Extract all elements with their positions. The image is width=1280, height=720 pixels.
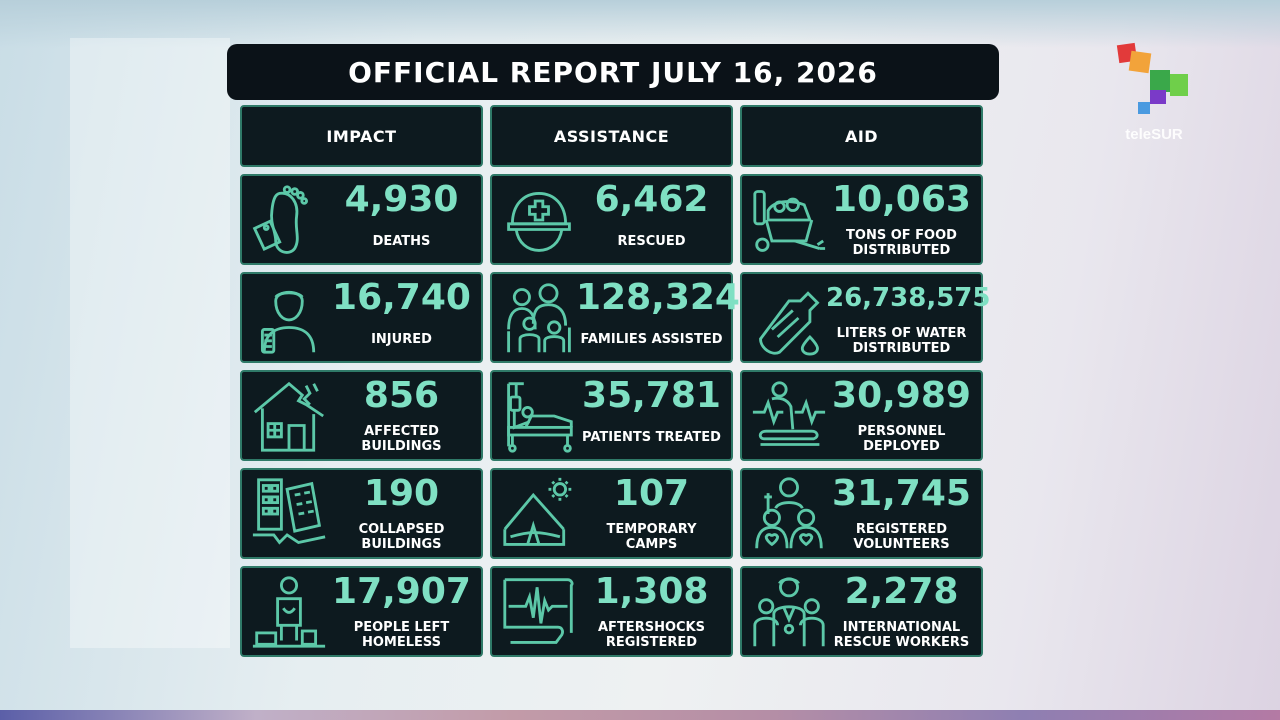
food-basket-icon (750, 182, 828, 258)
bottom-color-bar (0, 710, 1280, 720)
stat-label: INTERNATIONAL RESCUE WORKERS (833, 620, 970, 650)
stat-value: 2,278 (844, 571, 959, 612)
tent-icon (500, 476, 578, 552)
stat-value: 190 (363, 473, 440, 514)
homeless-person-icon (250, 574, 328, 650)
stat-value: 4,930 (344, 179, 459, 220)
stat-value: 107 (613, 473, 690, 514)
stat-value: 17,907 (332, 571, 471, 612)
column-header-impact: IMPACT (240, 105, 483, 167)
stat-label: AFFECTED BUILDINGS (361, 424, 442, 454)
stat-card-affected-buildings: 856 AFFECTED BUILDINGS (240, 370, 483, 461)
telesur-logo (1112, 40, 1196, 146)
stat-value: 16,740 (332, 277, 471, 318)
stat-label: PERSONNEL DEPLOYED (857, 424, 946, 454)
stat-label: RESCUED (617, 234, 686, 249)
stat-label: TEMPORARY CAMPS (606, 522, 697, 552)
stat-card-water: 26,738,575 LITERS OF WATER DISTRIBUTED (740, 272, 991, 363)
stat-value: 26,738,575 (826, 283, 991, 313)
stat-label: REGISTERED VOLUNTEERS (853, 522, 950, 552)
background-panel (70, 38, 230, 648)
stat-card-patients: 35,781 PATIENTS TREATED (490, 370, 733, 461)
stat-value: 10,063 (832, 179, 971, 220)
column-header-assistance: ASSISTANCE (490, 105, 733, 167)
stat-value: 30,989 (832, 375, 971, 416)
stat-label: PATIENTS TREATED (582, 430, 721, 445)
stat-card-rescue-workers: 2,278 INTERNATIONAL RESCUE WORKERS (740, 566, 983, 657)
stat-label: DEATHS (372, 234, 431, 249)
stat-card-personnel: 30,989 PERSONNEL DEPLOYED (740, 370, 983, 461)
report-title-bar: OFFICIAL REPORT JULY 16, 2026 (227, 44, 999, 100)
stat-value: 128,324 (576, 277, 740, 318)
column-header-label: ASSISTANCE (553, 126, 670, 146)
stat-label: PEOPLE LEFT HOMELESS (353, 620, 450, 650)
stat-card-aftershocks: 1,308 AFTERSHOCKS REGISTERED (490, 566, 733, 657)
stat-value: 35,781 (582, 375, 721, 416)
stat-card-deaths: 4,930 DEATHS (240, 174, 483, 265)
stat-label: COLLAPSED BUILDINGS (358, 522, 445, 552)
damaged-house-icon (250, 378, 328, 454)
footprint-tag-icon (250, 182, 328, 258)
family-icon (500, 280, 578, 356)
stat-card-rescued: 6,462 RESCUED (490, 174, 733, 265)
hospital-bed-icon (500, 378, 578, 454)
seismograph-icon (500, 574, 578, 650)
stat-label: AFTERSHOCKS REGISTERED (598, 620, 705, 650)
telesur-brand-text: teleSUR (1125, 126, 1183, 143)
stat-value: 1,308 (594, 571, 709, 612)
rescue-helmet-icon (500, 182, 578, 258)
stat-label: FAMILIES ASSISTED (580, 332, 723, 347)
stat-card-volunteers: 31,745 REGISTERED VOLUNTEERS (740, 468, 983, 559)
column-header-label: AID (844, 126, 879, 146)
column-header-aid: AID (740, 105, 983, 167)
stat-card-homeless: 17,907 PEOPLE LEFT HOMELESS (240, 566, 483, 657)
rescue-workers-icon (750, 574, 828, 650)
stat-card-camps: 107 TEMPORARY CAMPS (490, 468, 733, 559)
background-top-strip (0, 0, 1280, 48)
stat-label: TONS OF FOOD DISTRIBUTED (846, 228, 957, 258)
stat-card-families: 128,324 FAMILIES ASSISTED (490, 272, 740, 363)
stat-card-injured: 16,740 INJURED (240, 272, 483, 363)
stat-value: 6,462 (594, 179, 709, 220)
collapsed-building-icon (250, 476, 328, 552)
stat-value: 31,745 (832, 473, 971, 514)
water-bottle-icon (750, 280, 828, 356)
stat-card-collapsed-buildings: 190 COLLAPSED BUILDINGS (240, 468, 483, 559)
stat-label: LITERS OF WATER DISTRIBUTED (836, 326, 967, 356)
injured-person-icon (250, 280, 328, 356)
report-title: OFFICIAL REPORT JULY 16, 2026 (348, 55, 878, 89)
medic-heartbeat-icon (750, 378, 828, 454)
stat-value: 856 (363, 375, 440, 416)
stat-card-food: 10,063 TONS OF FOOD DISTRIBUTED (740, 174, 983, 265)
stat-label: INJURED (371, 332, 432, 347)
report-grid: IMPACT ASSISTANCE AID 4,930 DEATHS 6,462… (240, 105, 991, 657)
volunteers-icon (750, 476, 828, 552)
column-header-label: IMPACT (326, 126, 397, 146)
